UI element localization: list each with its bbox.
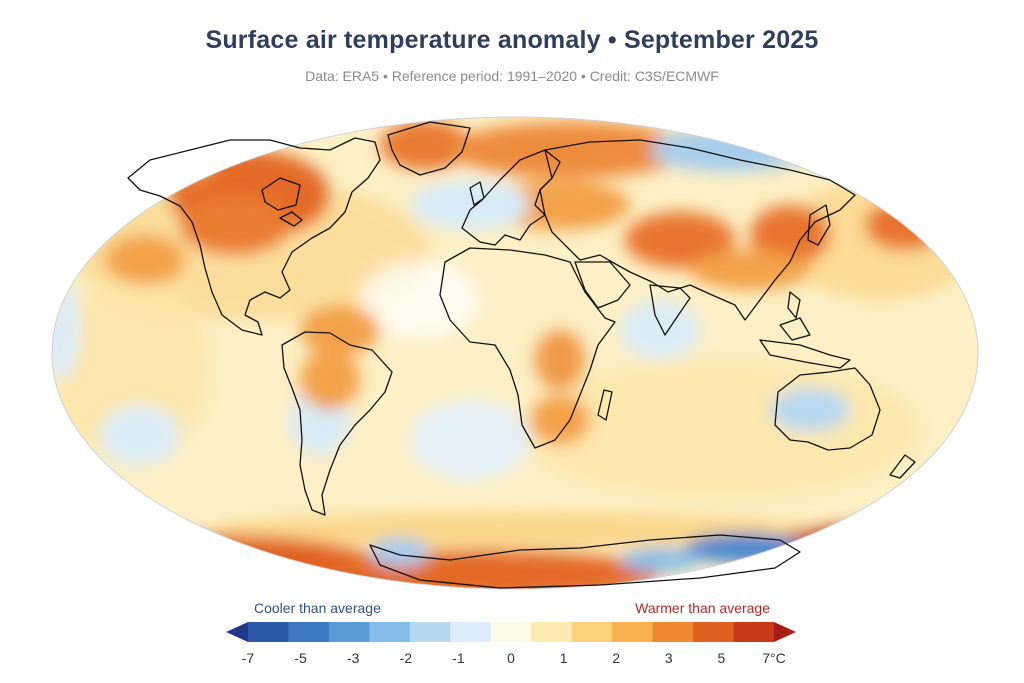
colorbar-cell bbox=[369, 622, 411, 642]
colorbar-cell bbox=[531, 622, 573, 642]
colorbar-tick-label: 2 bbox=[612, 650, 621, 666]
colorbar-cell bbox=[409, 622, 451, 642]
map-title: Surface air temperature anomaly • Septem… bbox=[205, 26, 819, 54]
colorbar bbox=[226, 622, 796, 642]
globe-outline bbox=[51, 116, 979, 590]
colorbar-tick-label: 3 bbox=[664, 650, 673, 666]
colorbar-cell bbox=[571, 622, 613, 642]
asia-outline bbox=[539, 139, 856, 321]
colorbar-cell bbox=[248, 622, 289, 642]
greenland-outline bbox=[387, 121, 471, 176]
colorbar-tick-label: -1 bbox=[452, 650, 465, 666]
colorbar-tick-label: -2 bbox=[399, 650, 413, 666]
colorbar-tick-label: 0 bbox=[507, 650, 515, 666]
world-anomaly-map bbox=[51, 116, 979, 590]
colorbar-tick-label: 1 bbox=[559, 650, 568, 666]
africa-outline bbox=[439, 247, 616, 449]
colorbar-tick-label: -7 bbox=[241, 650, 255, 666]
colorbar-cell bbox=[612, 622, 654, 642]
philippines-outline bbox=[787, 291, 801, 319]
australia-outline bbox=[774, 367, 881, 451]
anomaly-field bbox=[52, 117, 978, 589]
arabia-outline bbox=[574, 261, 631, 309]
colorbar-cell bbox=[328, 622, 370, 642]
japan-outline bbox=[807, 204, 831, 246]
colorbar-cell bbox=[288, 622, 330, 642]
borneo-outline bbox=[779, 317, 811, 341]
warmer-than-average-label: Warmer than average bbox=[635, 600, 770, 616]
hudson-bay-outline bbox=[261, 177, 301, 211]
colorbar-cell bbox=[693, 622, 735, 642]
colorbar-tick-label: -5 bbox=[294, 650, 307, 666]
great-lakes-outline bbox=[279, 211, 303, 227]
indonesia-outline bbox=[759, 339, 851, 369]
colorbar-arrow-warm bbox=[774, 622, 796, 642]
new-zealand-outline bbox=[889, 454, 916, 479]
colorbar-arrow-cool bbox=[226, 622, 248, 642]
colorbar-tick-label: 5 bbox=[717, 650, 726, 666]
south-america-outline bbox=[281, 331, 393, 516]
antarctica-outline bbox=[369, 534, 801, 589]
colorbar-cell bbox=[490, 622, 532, 642]
colorbar-tick-label: -3 bbox=[346, 650, 360, 666]
cooler-than-average-label: Cooler than average bbox=[254, 600, 381, 616]
colorbar-cell bbox=[652, 622, 694, 642]
coastlines bbox=[127, 121, 916, 589]
colorbar-cell bbox=[733, 622, 775, 642]
madagascar-outline bbox=[597, 389, 613, 421]
colorbar-tick-label: 7°C bbox=[762, 650, 786, 666]
colorbar-cell bbox=[450, 622, 492, 642]
india-outline bbox=[649, 284, 691, 336]
map-subtitle: Data: ERA5 • Reference period: 1991–2020… bbox=[305, 68, 719, 84]
uk-outline bbox=[469, 181, 485, 206]
north-america-outline bbox=[127, 137, 381, 336]
